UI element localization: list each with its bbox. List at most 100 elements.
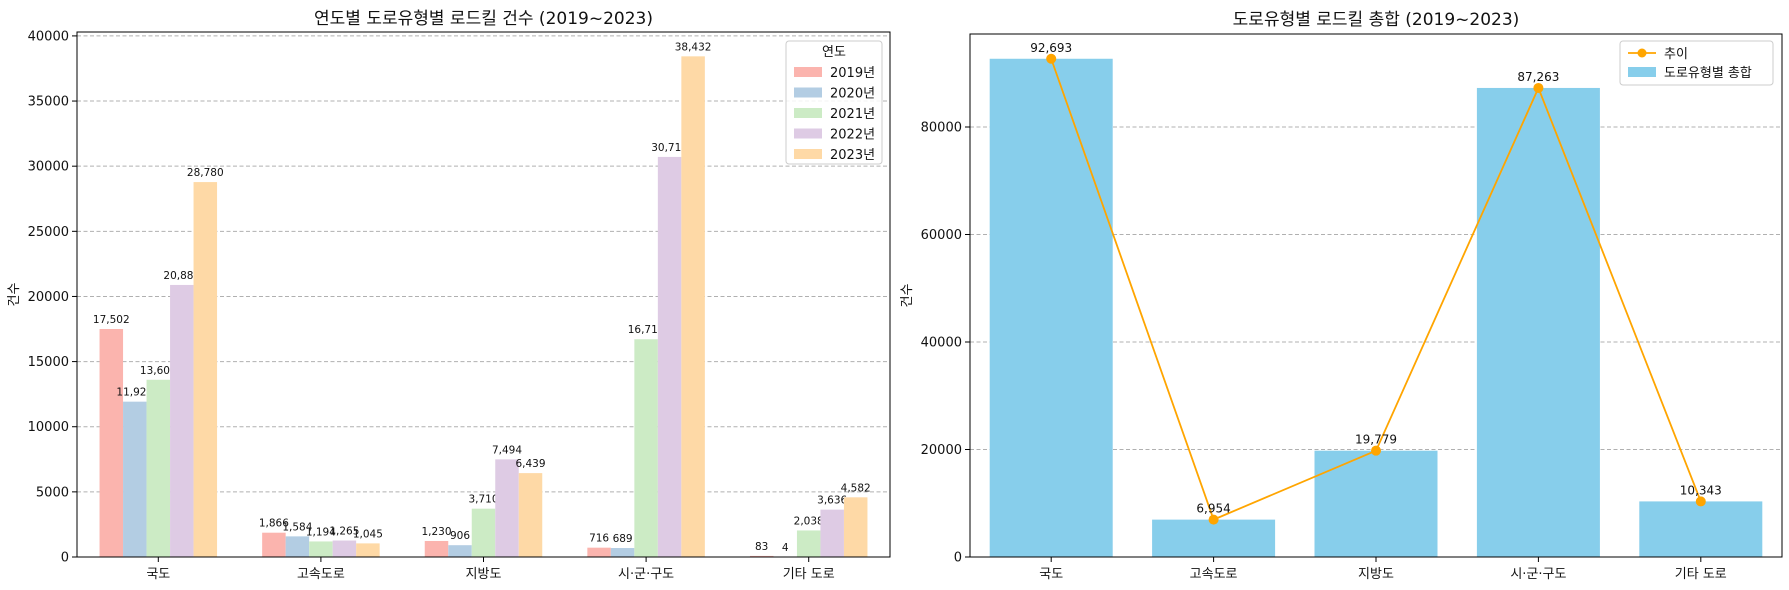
right-bar [1314,450,1438,557]
left-data-label: 3,636 [817,495,847,507]
left-data-label: 28,780 [187,167,224,179]
left-ytick-label: 0 [61,551,69,566]
right-y-axis-label: 건수 [900,284,915,308]
right-xtick-label: 기타 도로 [1675,567,1727,582]
left-data-label: 1,584 [282,521,312,533]
left-legend-label: 2020년 [830,87,875,102]
left-xtick-label: 고속도로 [297,567,345,582]
left-data-label: 3,710 [468,494,498,506]
left-data-label: 1,230 [421,526,451,538]
left-xtick-label: 시·군·구도 [618,567,674,582]
left-bar [448,545,472,557]
right-legend-box [1619,40,1774,86]
left-data-label: 716 [589,533,609,545]
right-legend-bar-swatch [1628,67,1656,77]
plot-frame [76,31,891,558]
left-bar [170,284,194,557]
right-xtick-label: 시·군·구도 [1510,567,1566,582]
right-ytick-label: 60000 [921,228,962,243]
left-data-label: 38,432 [675,41,712,53]
left-bar [193,182,218,557]
left-data-label: 6,439 [515,458,545,470]
left-bar [356,543,380,557]
left-legend-label: 2023년 [830,148,875,163]
left-bar [495,459,519,557]
left-bar [843,497,868,557]
left-bar [99,328,124,557]
right-data-label: 92,693 [1030,41,1072,55]
chart-right: 0 20000 40000 60000 80000 국도 고속도로 지방도 시·군·구도 기타 도… [900,10,1783,582]
right-bar [1639,501,1763,557]
left-xtick-label: 기타 도로 [783,567,835,582]
left-bar [681,56,705,557]
right-trend-marker [1533,82,1544,93]
left-data-label: 83 [755,541,768,553]
right-data-label: 19,779 [1355,433,1397,447]
right-chart-title: 도로유형별 로드킬 총합 (2019~2023) [1233,10,1520,30]
chart-left: 0 5000 10000 15000 20000 25000 30000 35000 40000… [7,9,891,582]
right-bar [1476,87,1600,557]
left-data-label: 30,711 [651,142,688,154]
left-xtick-label: 지방도 [466,567,502,582]
left-data-label: 1,866 [259,518,289,530]
left-data-label: 1,045 [353,528,383,540]
left-data-label: 13,604 [140,365,177,377]
left-bar [309,541,333,557]
left-legend-label: 2019년 [830,66,875,81]
left-ytick-label: 40000 [28,29,69,44]
left-bar [285,536,310,557]
left-chart-title: 연도별 도로유형별 로드킬 건수 (2019~2023) [314,9,653,29]
right-data-label: 87,263 [1517,70,1559,84]
left-legend-swatch [794,87,822,98]
left-ytick-label: 15000 [28,355,69,370]
right-ytick-label: 80000 [921,120,962,135]
left-ytick-label: 35000 [28,95,69,110]
left-ytick-label: 20000 [28,290,69,305]
right-xtick-label: 국도 [1039,567,1063,582]
left-legend-swatch [794,67,822,77]
right-ytick-label: 20000 [921,443,962,458]
right-trend-marker [1046,53,1057,64]
left-bar [587,547,611,557]
left-data-label: 16,715 [628,324,665,336]
right-legend-line-marker [1637,48,1647,58]
right-data-label: 10,343 [1680,483,1722,497]
left-data-label: 1,194 [306,526,336,538]
right-legend-label: 도로유형별 총합 [1664,66,1752,81]
left-data-label: 17,502 [93,314,130,326]
left-bar [820,509,844,557]
left-xtick-label: 국도 [146,567,170,582]
right-legend-label: 추이 [1664,47,1688,62]
left-data-label: 4,582 [841,482,871,494]
right-xtick-label: 고속도로 [1190,567,1238,582]
right-ytick-label: 0 [954,551,962,566]
left-data-label: 2,038 [794,515,824,527]
left-data-label: 1,265 [329,526,359,538]
left-bar [749,555,774,557]
left-ytick-label: 30000 [28,160,69,175]
left-legend-swatch [794,149,822,159]
left-bar [610,548,635,557]
left-bar [424,540,449,557]
left-legend-swatch [794,108,822,118]
left-bar [146,379,171,557]
left-bar [657,156,682,557]
left-bar [471,508,496,557]
right-trend-marker [1371,445,1381,456]
left-y-axis-label: 건수 [7,283,22,307]
left-bar [518,473,543,557]
right-data-label: 6,954 [1196,502,1230,516]
left-data-label: 4 [782,542,789,554]
left-legend-swatch [794,128,822,139]
left-bar [262,532,286,557]
left-data-label: 11,924 [116,387,153,399]
left-data-label: 7,494 [492,444,522,456]
left-bar [796,530,821,557]
left-legend-label: 2021년 [830,107,875,122]
right-ytick-label: 40000 [921,335,962,350]
right-bar [1152,519,1276,557]
left-data-label: 689 [613,533,633,545]
left-ytick-label: 10000 [28,420,69,435]
left-legend-label: 2022년 [830,128,875,143]
